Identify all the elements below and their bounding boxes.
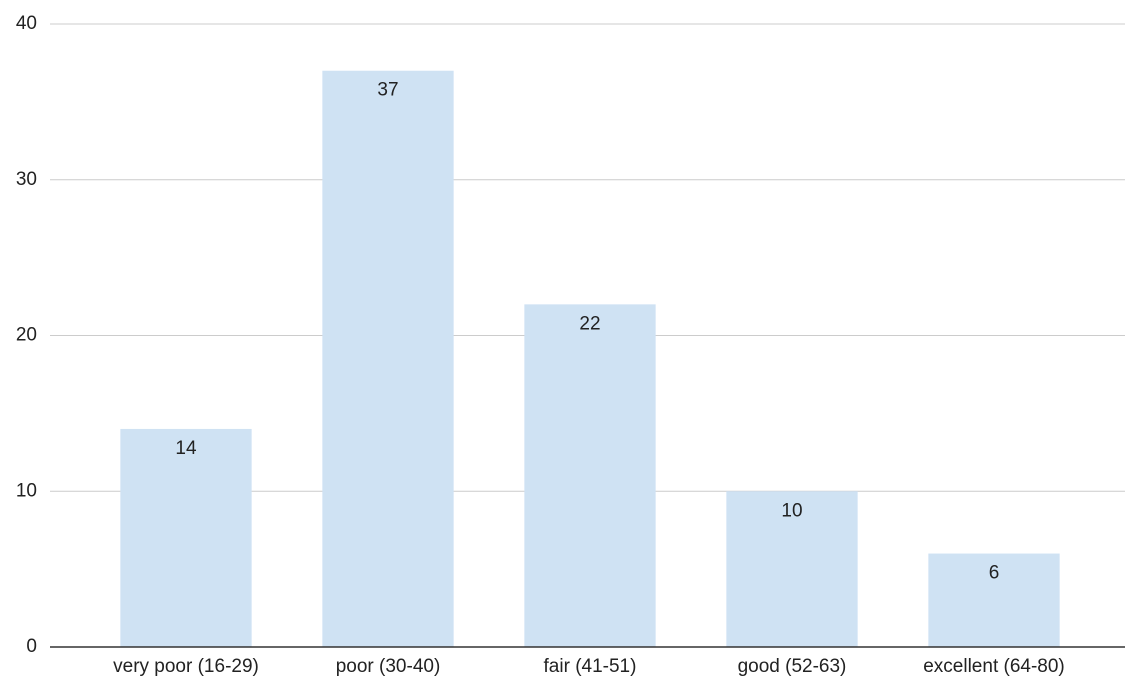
data-label: 37	[377, 80, 398, 101]
bar	[120, 428, 252, 647]
x-tick-label: good (52-63)	[738, 656, 847, 677]
bar	[524, 304, 656, 647]
y-tick-label: 10	[16, 480, 37, 501]
bar	[726, 491, 858, 647]
x-tick-label: very poor (16-29)	[113, 656, 259, 677]
data-label: 6	[989, 563, 1000, 584]
data-label: 22	[579, 313, 600, 334]
x-tick-label: fair (41-51)	[544, 656, 637, 677]
bar	[928, 553, 1060, 647]
y-tick-label: 0	[26, 636, 37, 657]
y-tick-label: 40	[16, 13, 37, 34]
data-label: 14	[175, 438, 197, 459]
x-tick-label: poor (30-40)	[336, 656, 441, 677]
data-label: 10	[781, 500, 802, 521]
y-tick-label: 30	[16, 169, 37, 190]
x-tick-label: excellent (64-80)	[923, 656, 1065, 677]
bar	[322, 70, 454, 648]
y-tick-label: 20	[16, 325, 37, 346]
